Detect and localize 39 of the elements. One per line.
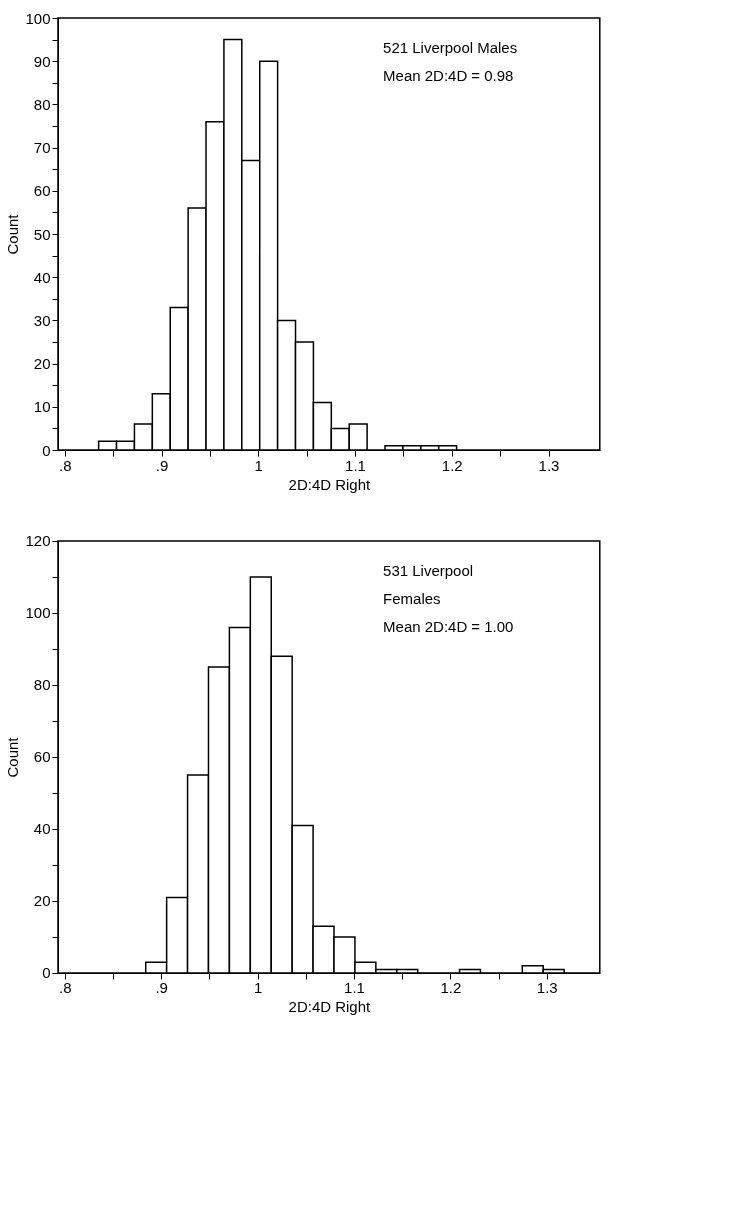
x-tick-label: 1.1 xyxy=(344,979,365,997)
annotation: Females xyxy=(383,590,441,607)
x-tick-label: 1.2 xyxy=(440,979,462,997)
y-tick-label: 20 xyxy=(33,892,51,910)
annotation: 521 Liverpool Males xyxy=(383,39,518,56)
y-tick-label: 40 xyxy=(33,820,51,838)
x-tick-label: .9 xyxy=(155,979,168,997)
y-tick-label: 10 xyxy=(33,398,51,416)
x-tick-label: 1.3 xyxy=(536,979,558,997)
y-tick-label: 40 xyxy=(33,268,51,286)
x-axis-title: 2D:4D Right xyxy=(288,475,372,493)
y-tick-label: 100 xyxy=(25,9,51,27)
x-tick-label: .8 xyxy=(59,979,72,997)
y-tick-label: 30 xyxy=(33,311,51,329)
y-tick-label: 90 xyxy=(33,52,51,70)
y-tick-label: 80 xyxy=(33,95,51,113)
x-tick-label: 1.3 xyxy=(538,456,560,474)
x-tick-label: .8 xyxy=(59,456,72,474)
x-tick-label: 1.2 xyxy=(441,456,463,474)
y-tick-label: 70 xyxy=(33,139,51,157)
y-tick-label: 100 xyxy=(25,604,51,622)
y-tick-label: 60 xyxy=(33,182,51,200)
y-tick-label: 20 xyxy=(33,355,51,373)
x-tick-label: 1 xyxy=(254,456,263,474)
x-tick-label: .9 xyxy=(155,456,169,474)
x-tick-label: 1.1 xyxy=(345,456,366,474)
y-tick-label: 60 xyxy=(33,748,51,766)
y-tick-label: 0 xyxy=(42,964,51,982)
y-axis-title: Count xyxy=(4,736,22,778)
annotation: Mean 2D:4D = 0.98 xyxy=(383,67,514,84)
y-tick-label: 0 xyxy=(42,441,51,459)
annotation: 531 Liverpool xyxy=(383,562,474,579)
y-tick-label: 80 xyxy=(33,676,51,694)
annotation: Mean 2D:4D = 1.00 xyxy=(383,618,514,635)
x-tick-label: 1 xyxy=(253,979,263,997)
y-tick-label: 120 xyxy=(25,532,51,550)
x-axis-title: 2D:4D Right xyxy=(288,998,372,1016)
y-axis-title: Count xyxy=(4,213,22,255)
y-tick-label: 50 xyxy=(33,225,51,243)
